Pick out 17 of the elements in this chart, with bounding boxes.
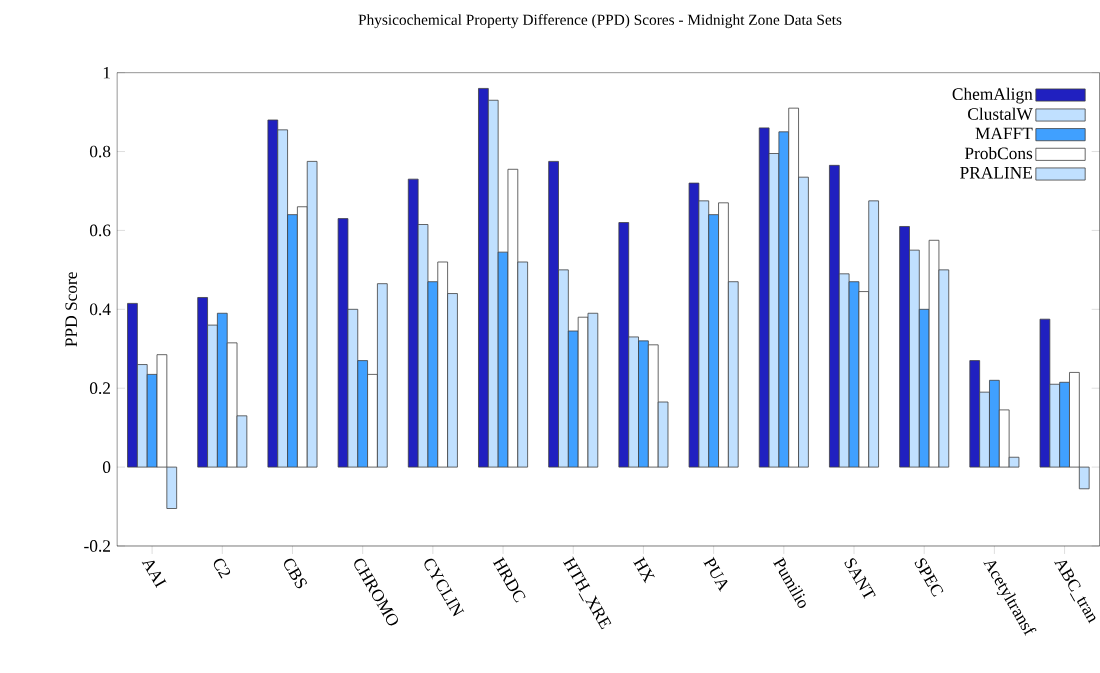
legend-label: PRALINE — [960, 166, 1032, 179]
y-tick-label: 0.4 — [89, 303, 111, 316]
y-tick-label: 0 — [102, 461, 111, 473]
legend-label: ProbCons — [964, 147, 1033, 160]
y-tick-label: 0.8 — [89, 145, 111, 158]
x-tick-label: HX — [633, 556, 655, 584]
legend-label: ClustalW — [968, 107, 1033, 120]
y-tick-label: 0.2 — [89, 382, 111, 395]
legend-label: ChemAlign — [952, 87, 1033, 104]
legend-label: MAFFT — [975, 127, 1033, 140]
x-tick-label: C2 — [213, 558, 231, 579]
chart-title: Physicochemical Property Difference (PPD) Scores - Midnight Zone Data Sets — [358, 14, 842, 29]
y-tick-label: 1 — [103, 66, 110, 79]
y-tick-label: 0.6 — [89, 224, 111, 237]
y-axis-title: PPD Score — [65, 272, 78, 347]
x-tick-label: AAI — [141, 560, 167, 589]
y-tick-label: -0.2 — [84, 540, 111, 552]
